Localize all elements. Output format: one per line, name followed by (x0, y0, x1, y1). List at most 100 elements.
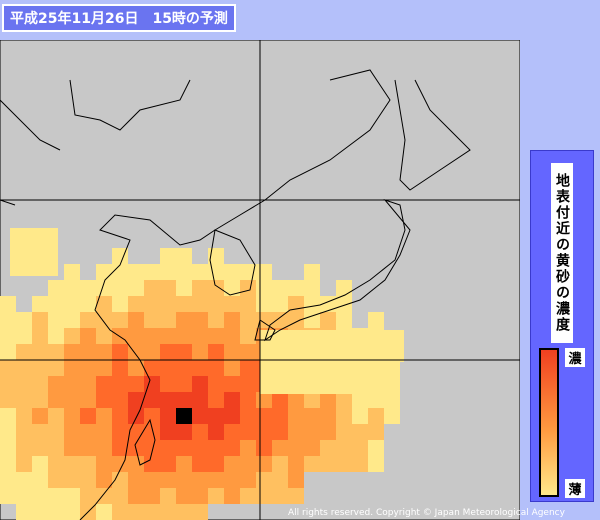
dust-cell (352, 392, 368, 408)
dust-cell (16, 328, 32, 344)
dust-cell (288, 440, 304, 456)
dust-cell (352, 456, 368, 472)
dust-cell (372, 346, 388, 362)
dust-cell (288, 392, 304, 408)
dust-cell (96, 488, 112, 504)
dust-cell (240, 344, 256, 360)
dust-cell (224, 440, 240, 456)
dust-cell (208, 424, 224, 440)
dust-cell (112, 456, 128, 472)
dust-cell (48, 328, 64, 344)
dust-cell (96, 344, 112, 360)
dust-cell (32, 408, 48, 424)
dust-cell (48, 280, 64, 296)
dust-cell (336, 424, 352, 440)
dust-cell (352, 408, 368, 424)
dust-cell (64, 280, 80, 296)
dust-cell (160, 440, 176, 456)
dust-cell (340, 378, 356, 394)
dust-cell (372, 378, 388, 394)
dust-cell (304, 280, 320, 296)
dust-cell (288, 472, 304, 488)
dust-cell (128, 296, 144, 312)
dust-cell (48, 376, 64, 392)
dust-cell (96, 440, 112, 456)
dust-cell (112, 248, 128, 264)
dust-cell (144, 360, 160, 376)
dust-cell (128, 504, 144, 520)
dust-cell (208, 328, 224, 344)
dust-cell (80, 408, 96, 424)
dust-cell (272, 424, 288, 440)
dust-cell (144, 312, 160, 328)
dust-cell (16, 376, 32, 392)
dust-cell (80, 424, 96, 440)
dust-cell (224, 344, 240, 360)
dust-cell (32, 312, 48, 328)
dust-cell (10, 228, 26, 244)
dust-cell (304, 424, 320, 440)
dust-cell (240, 264, 256, 280)
dust-cell (224, 472, 240, 488)
dust-cell (32, 360, 48, 376)
dust-cell (160, 264, 176, 280)
dust-cell (26, 260, 42, 276)
dust-cell (16, 408, 32, 424)
dust-cell (224, 392, 240, 408)
dust-cell (144, 264, 160, 280)
dust-cell (224, 264, 240, 280)
dust-cell (144, 424, 160, 440)
dust-cell (160, 280, 176, 296)
dust-cell (42, 228, 58, 244)
dust-cell (192, 344, 208, 360)
dust-cell (0, 424, 16, 440)
dust-cell (0, 376, 16, 392)
dust-cell (192, 488, 208, 504)
dust-cell (80, 440, 96, 456)
dust-cell (224, 408, 240, 424)
dust-cell (192, 280, 208, 296)
dust-cell (308, 346, 324, 362)
dust-cell (192, 296, 208, 312)
dust-cell (176, 440, 192, 456)
dust-cell (144, 472, 160, 488)
dust-cell (48, 360, 64, 376)
dust-cell (260, 362, 276, 378)
dust-cell (192, 360, 208, 376)
dust-cell (304, 456, 320, 472)
dust-cell (288, 280, 304, 296)
dust-cell (0, 392, 16, 408)
dust-cell (352, 440, 368, 456)
dust-cell (176, 328, 192, 344)
dust-cell (208, 376, 224, 392)
dust-cell (256, 440, 272, 456)
dust-cell (32, 392, 48, 408)
dust-cell (272, 296, 288, 312)
dust-cell (292, 346, 308, 362)
dust-cell (176, 264, 192, 280)
dust-cell (80, 392, 96, 408)
dust-cell (176, 424, 192, 440)
dust-cell (320, 440, 336, 456)
dust-cell (324, 346, 340, 362)
dust-cell (64, 328, 80, 344)
dust-cell (384, 408, 400, 424)
dust-cell (16, 424, 32, 440)
dust-cell (288, 456, 304, 472)
dust-cell (208, 488, 224, 504)
dust-cell (272, 472, 288, 488)
dust-cell (276, 378, 292, 394)
dust-cell (96, 392, 112, 408)
dust-cells (0, 228, 404, 520)
dust-cell (112, 312, 128, 328)
dust-cell (208, 344, 224, 360)
dust-cell (128, 264, 144, 280)
dust-cell (256, 488, 272, 504)
dust-cell (340, 362, 356, 378)
dust-cell (292, 330, 308, 346)
dust-cell (16, 504, 32, 520)
dust-cell (128, 328, 144, 344)
legend: 地表付近の黄砂の濃度 濃 薄 (530, 150, 594, 502)
dust-cell (324, 378, 340, 394)
